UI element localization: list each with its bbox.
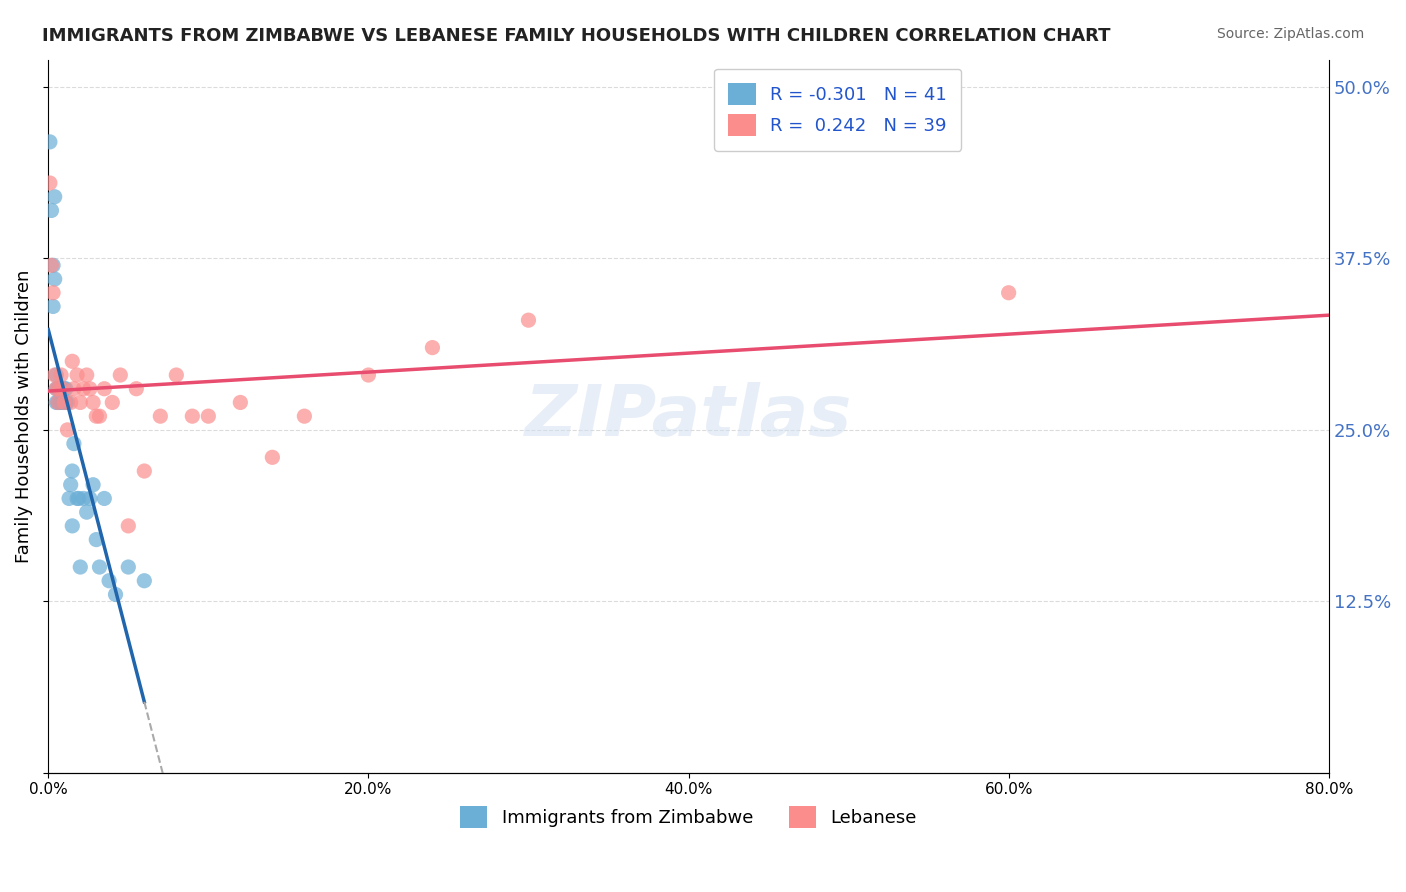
Point: [44, 368, 66, 382]
Text: IMMIGRANTS FROM ZIMBABWE VS LEBANESE FAMILY HOUSEHOLDS WITH CHILDREN CORRELATION: IMMIGRANTS FROM ZIMBABWE VS LEBANESE FAM…: [42, 27, 1111, 45]
Point: [67, 491, 90, 506]
Point: [45, 368, 67, 382]
Point: [41, 258, 63, 272]
Point: [63, 436, 86, 450]
Point: [93, 491, 115, 506]
Point: [149, 409, 172, 424]
Point: [197, 409, 219, 424]
Point: [44, 190, 66, 204]
Point: [134, 574, 156, 588]
Point: [60, 519, 83, 533]
Point: [58, 491, 80, 506]
Point: [69, 395, 91, 409]
Point: [292, 409, 315, 424]
Point: [229, 395, 252, 409]
Point: [89, 560, 111, 574]
Point: [66, 491, 89, 506]
Point: [53, 382, 76, 396]
Point: [66, 368, 89, 382]
Point: [45, 395, 67, 409]
Point: [60, 464, 83, 478]
Point: [104, 587, 127, 601]
Point: [59, 477, 82, 491]
Point: [82, 477, 104, 491]
Point: [72, 382, 94, 396]
Point: [93, 382, 115, 396]
Point: [79, 491, 101, 506]
Point: [181, 409, 204, 424]
Point: [55, 395, 77, 409]
Point: [63, 382, 86, 396]
Text: Source: ZipAtlas.com: Source: ZipAtlas.com: [1216, 27, 1364, 41]
Point: [46, 395, 69, 409]
Point: [125, 382, 148, 396]
Point: [84, 409, 107, 424]
Point: [46, 395, 69, 409]
Point: [997, 285, 1019, 300]
Point: [422, 341, 444, 355]
Point: [42, 285, 65, 300]
Point: [45, 382, 67, 396]
Point: [38, 135, 60, 149]
Point: [38, 176, 60, 190]
Point: [134, 464, 156, 478]
Point: [41, 203, 63, 218]
Point: [59, 395, 82, 409]
Point: [79, 382, 101, 396]
Point: [48, 395, 70, 409]
Point: [44, 272, 66, 286]
Point: [76, 505, 98, 519]
Point: [49, 368, 72, 382]
Point: [55, 382, 77, 396]
Point: [49, 395, 72, 409]
Point: [89, 409, 111, 424]
Point: [53, 395, 76, 409]
Point: [117, 519, 139, 533]
Point: [49, 382, 72, 396]
Point: [517, 313, 540, 327]
Point: [52, 382, 75, 396]
Point: [98, 574, 121, 588]
Point: [53, 395, 76, 409]
Point: [42, 300, 65, 314]
Point: [60, 354, 83, 368]
Point: [72, 491, 94, 506]
Point: [56, 395, 79, 409]
Point: [165, 368, 187, 382]
Y-axis label: Family Households with Children: Family Households with Children: [15, 269, 32, 563]
Point: [101, 395, 124, 409]
Legend: Immigrants from Zimbabwe, Lebanese: Immigrants from Zimbabwe, Lebanese: [453, 798, 924, 835]
Point: [82, 395, 104, 409]
Point: [48, 382, 70, 396]
Point: [42, 258, 65, 272]
Point: [117, 560, 139, 574]
Point: [262, 450, 284, 465]
Text: ZIPatlas: ZIPatlas: [524, 382, 852, 450]
Point: [52, 395, 75, 409]
Point: [46, 382, 69, 396]
Point: [84, 533, 107, 547]
Point: [76, 368, 98, 382]
Point: [69, 560, 91, 574]
Point: [52, 382, 75, 396]
Point: [110, 368, 132, 382]
Point: [48, 382, 70, 396]
Point: [45, 382, 67, 396]
Point: [56, 423, 79, 437]
Point: [357, 368, 380, 382]
